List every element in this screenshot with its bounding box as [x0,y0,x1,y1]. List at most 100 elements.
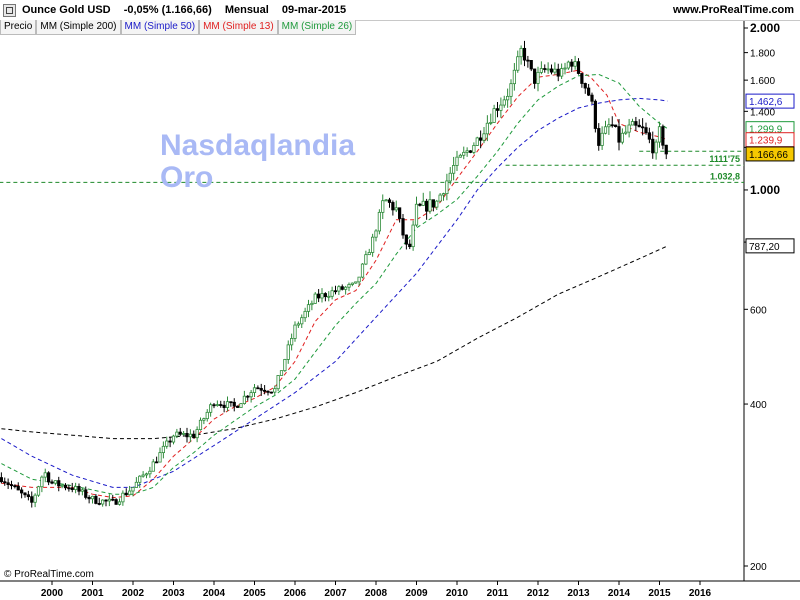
candle-body-102 [344,286,348,290]
candle-body-126 [425,200,429,212]
legend-ma50[interactable]: MM (Simple 50) [120,20,200,35]
candle-body-35 [117,501,122,505]
candle-body-22 [74,486,78,490]
candle-body-133 [448,172,452,182]
chart-date: 09-mar-2015 [281,4,347,16]
legend-ma13[interactable]: MM (Simple 13) [199,20,278,35]
candle-body-114 [384,199,388,202]
candle-body-106 [357,276,361,283]
candle-body-155 [522,47,527,61]
y-tick-label-2: 600 [750,305,767,316]
candle-body-4 [13,485,17,488]
watermark-line-1: Nasdaqlandia [160,129,356,162]
candle-body-192 [647,132,651,140]
candle-body-143 [482,133,486,141]
legend-price[interactable]: Precio [0,20,37,35]
candle-body-196 [661,126,665,146]
candle-body-171 [576,61,581,74]
value-tag-label-1: 1.299,9 [749,125,783,136]
candle-body-116 [391,202,395,211]
candle-body-38 [128,490,132,496]
candle-body-78 [263,389,267,392]
candle-body-121 [408,243,412,248]
candle-body-146 [492,108,496,123]
candle-body-54 [182,433,186,435]
candle-body-30 [101,499,105,505]
candle-body-93 [313,293,317,304]
candle-body-175 [590,94,594,102]
candle-body-48 [161,445,165,454]
candle-body-37 [124,492,128,496]
candle-body-18 [60,484,64,487]
level-label-2: 1.032,8 [710,171,740,181]
candle-body-23 [77,486,81,492]
watermark-line-2: Oro [160,161,214,194]
candle-body-156 [526,59,530,62]
x-tick-label-5: 2005 [243,588,266,599]
candle-body-77 [259,388,263,391]
candle-body-47 [158,452,162,463]
site-url[interactable]: www.ProRealTime.com [672,4,794,16]
candle-body-125 [421,200,425,206]
candle-body-7 [23,492,27,496]
candle-body-43 [144,473,149,476]
candle-body-12 [40,476,44,488]
legend-ma200[interactable]: MM (Simple 200) [36,20,121,35]
level-label-1: 1111'75 [709,154,740,164]
value-tag-box-0 [745,93,795,109]
legend-ma26[interactable]: MM (Simple 26) [277,20,357,35]
candle-body-144 [485,122,489,135]
value-tag-label-4: 787,20 [749,242,780,253]
x-tick-label-9: 2009 [405,588,428,599]
candle-body-9 [30,496,34,503]
candle-body-34 [114,499,118,505]
candle-body-169 [570,61,574,67]
value-tag-label-2: 1.239,9 [749,136,783,147]
candle-body-65 [219,404,223,406]
candle-body-148 [499,104,503,111]
y-tick-label-1: 400 [750,400,767,411]
candle-body-184 [620,132,624,143]
candle-body-74 [249,392,253,398]
candle-body-158 [533,68,537,84]
y-tick-label-4: 1.000 [750,183,780,197]
candle-body-151 [509,83,513,97]
candle-body-84 [283,359,287,372]
candle-body-17 [57,480,61,487]
candle-body-165 [556,68,560,77]
candle-body-90 [303,310,307,319]
candle-body-150 [506,95,510,101]
candle-body-20 [67,487,71,490]
candle-body-167 [563,67,567,70]
candle-body-195 [657,126,662,143]
candle-body-76 [256,387,260,390]
candle-body-98 [330,290,334,297]
candle-body-36 [121,492,125,503]
candle-body-193 [651,138,655,154]
candle-body-142 [479,137,483,141]
candle-body-62 [209,404,213,413]
candle-body-64 [215,404,219,406]
candle-body-0 [0,477,3,483]
candle-body-82 [276,375,280,390]
candle-body-57 [192,433,196,439]
candle-body-147 [495,108,500,111]
candle-body-194 [654,141,658,154]
y-tick-label-6: 1.400 [750,107,775,118]
candle-body-61 [205,411,209,420]
window-icon[interactable] [3,4,16,17]
candle-body-135 [455,156,459,166]
x-axis-panel [0,581,800,600]
candle-body-59 [198,419,203,430]
chart-title: Ounce Gold USD -0,05% (1.166,66) Mensual… [22,4,356,16]
candle-body-86 [290,338,294,346]
candle-body-100 [337,286,341,292]
y-tick-label-7: 1.600 [750,76,775,87]
candle-body-186 [627,124,631,133]
candle-body-33 [111,498,115,501]
candle-body-70 [236,405,240,408]
x-tick-label-10: 2010 [446,588,469,599]
candle-body-46 [155,461,159,464]
candle-body-180 [607,124,611,128]
candle-body-24 [80,489,84,492]
